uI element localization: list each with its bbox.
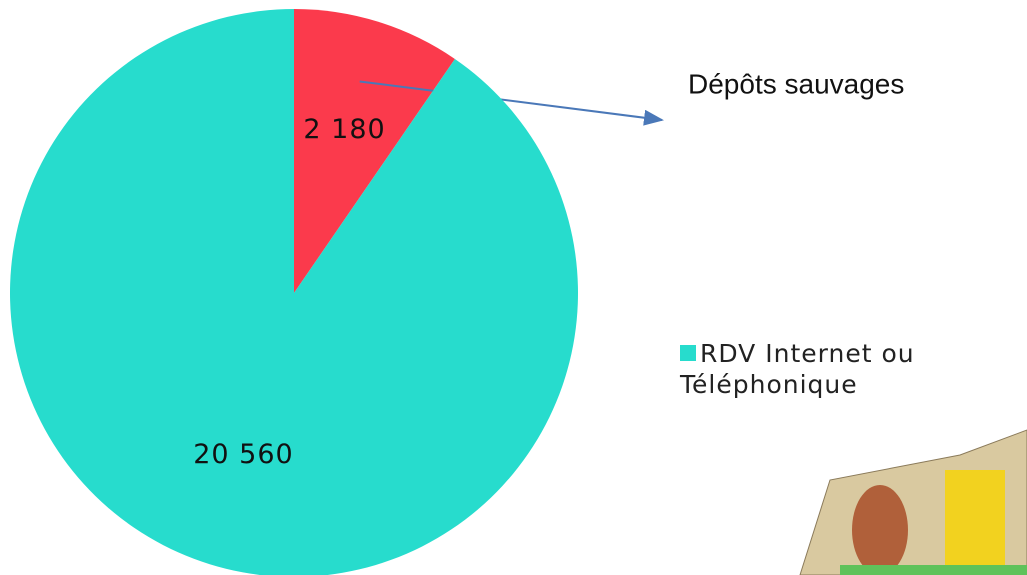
legend-swatch	[680, 345, 696, 361]
legend: RDV Internet ou Téléphonique	[680, 338, 1010, 400]
pie-slice	[10, 9, 578, 575]
data-label: 2 180	[303, 114, 385, 145]
decoration	[800, 430, 1027, 575]
legend-label: RDV Internet ou Téléphonique	[680, 339, 915, 399]
data-label: 20 560	[193, 439, 293, 470]
page: 2 180 Dépôts sauvages 20 560 RDV Internet …	[0, 0, 1027, 575]
slice-annotation: Dépôts sauvages	[688, 68, 904, 99]
legend-item: RDV Internet ou Téléphonique	[680, 338, 1010, 400]
chart: 2 180 Dépôts sauvages 20 560	[0, 0, 1027, 575]
